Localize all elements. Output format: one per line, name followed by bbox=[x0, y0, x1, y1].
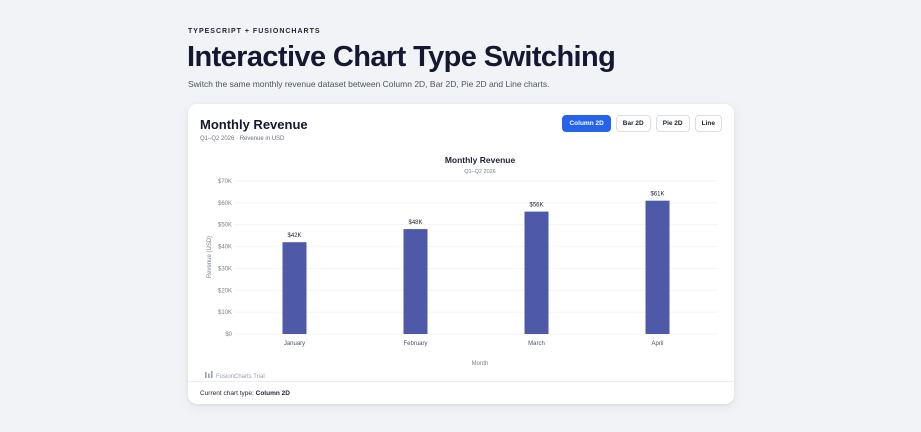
bar-march[interactable] bbox=[524, 211, 549, 334]
data-label: $48K bbox=[408, 220, 422, 226]
chart-title: Monthly Revenue bbox=[445, 155, 516, 165]
y-tick-label: $30K bbox=[218, 266, 232, 272]
fusioncharts-watermark: FusionCharts Trial bbox=[216, 374, 265, 380]
y-tick-label: $0 bbox=[225, 332, 232, 338]
chart-type-switcher: Column 2D Bar 2D Pie 2D Line bbox=[562, 115, 722, 132]
card-meta: Q1–Q2 2026 · Revenue in USD bbox=[200, 136, 285, 142]
page-subtitle: Switch the same monthly revenue dataset … bbox=[188, 79, 550, 89]
fusioncharts-logo-icon bbox=[205, 371, 213, 378]
y-tick-label: $20K bbox=[218, 288, 232, 294]
chart-canvas: Monthly Revenue Q1–Q2 2026 Revenue (USD)… bbox=[205, 155, 718, 380]
current-chart-type-label: Current chart type: bbox=[200, 390, 254, 397]
chart-card: Monthly Revenue Q1–Q2 2026 · Revenue in … bbox=[188, 104, 734, 404]
line-button[interactable]: Line bbox=[694, 115, 722, 132]
page-title: Interactive Chart Type Switching bbox=[187, 41, 616, 73]
y-tick-label: $50K bbox=[218, 223, 232, 229]
y-tick-label: $40K bbox=[218, 245, 232, 251]
data-label: $61K bbox=[650, 192, 664, 198]
card-title: Monthly Revenue bbox=[200, 117, 308, 132]
y-tick-label: $70K bbox=[218, 179, 232, 185]
chart-subtitle: Q1–Q2 2026 bbox=[464, 169, 496, 175]
x-tick-label: April bbox=[651, 341, 663, 347]
x-axis-label: Month bbox=[472, 361, 489, 367]
x-tick-label: March bbox=[528, 341, 545, 347]
bar-february[interactable] bbox=[403, 229, 428, 334]
bar-2d-button[interactable]: Bar 2D bbox=[615, 115, 651, 132]
card-divider bbox=[188, 381, 734, 382]
data-label: $56K bbox=[529, 203, 543, 209]
column-2d-button[interactable]: Column 2D bbox=[562, 115, 611, 132]
y-tick-label: $10K bbox=[218, 310, 232, 316]
x-tick-label: February bbox=[403, 341, 427, 347]
y-axis-label: Revenue (USD) bbox=[207, 236, 213, 278]
current-chart-type: Current chart type: Column 2D bbox=[200, 390, 290, 397]
bar-january[interactable] bbox=[282, 242, 307, 334]
current-chart-type-value: Column 2D bbox=[255, 390, 290, 397]
x-tick-label: January bbox=[284, 341, 305, 347]
pie-2d-button[interactable]: Pie 2D bbox=[655, 115, 690, 132]
y-tick-label: $60K bbox=[218, 201, 232, 207]
page-eyebrow: TYPESCRIPT + FUSIONCHARTS bbox=[188, 28, 321, 35]
bar-april[interactable] bbox=[645, 200, 670, 334]
data-label: $42K bbox=[287, 233, 301, 239]
